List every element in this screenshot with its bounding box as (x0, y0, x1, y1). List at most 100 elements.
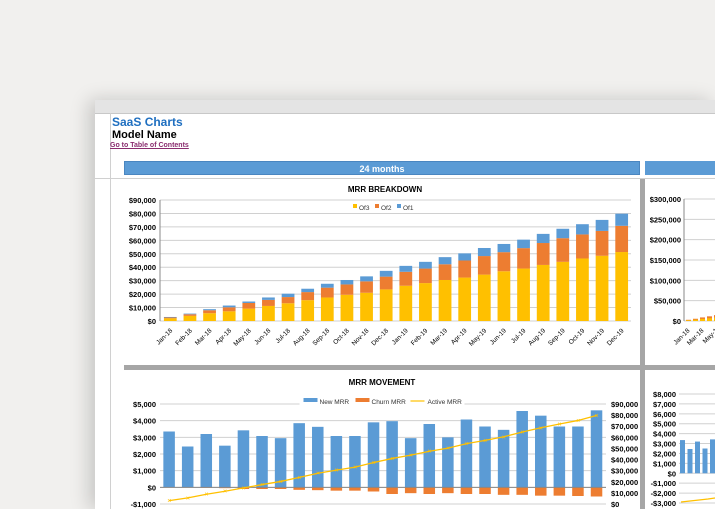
y-tick-label: $150,000 (650, 256, 681, 265)
bar-of1 (419, 261, 432, 269)
y-tick-label: $6,000 (653, 410, 676, 419)
y-tick-label: $2,000 (653, 449, 676, 458)
y-tick-label: $30,000 (129, 277, 156, 286)
bar-churn-mrr (256, 487, 268, 489)
chart-title: MRR MOVEMENT (349, 378, 416, 387)
bar-of3 (203, 313, 216, 321)
bar-of2 (301, 292, 315, 301)
bar-of3 (686, 320, 691, 321)
bar-of1 (262, 297, 275, 300)
bar-new-mrr (367, 422, 380, 488)
y2-tick-label: $30,000 (611, 467, 638, 476)
bar-of3 (700, 318, 705, 321)
bar-new-mrr (535, 415, 547, 488)
bar-of2 (438, 264, 452, 280)
bar-of3 (458, 277, 472, 321)
bar-of1 (203, 309, 216, 311)
bar-of3 (536, 264, 550, 321)
bar-of3 (360, 292, 373, 321)
bar-of3 (301, 300, 315, 321)
bar-new-mrr (423, 424, 436, 488)
active-mrr-marker: × (483, 438, 487, 445)
bar-new-mrr (460, 419, 473, 488)
bar-churn-mrr (274, 487, 287, 489)
active-mrr-marker: × (167, 498, 171, 505)
active-mrr-marker: × (372, 460, 376, 467)
bar-new-mrr (237, 430, 250, 488)
bar-of3 (477, 274, 491, 321)
y2-tick-label: $60,000 (611, 433, 638, 442)
bar-of1 (477, 247, 491, 257)
bar-new-mrr (497, 429, 510, 488)
legend-label: New MRR (320, 399, 350, 406)
table-of-contents-link[interactable]: Go to Table of Contents (110, 142, 189, 149)
y2-tick-label: $40,000 (611, 456, 638, 465)
active-mrr-marker: × (223, 489, 227, 496)
model-name: Model Name (112, 129, 177, 141)
bar-of2 (595, 230, 609, 256)
y-tick-label: $10,000 (129, 304, 156, 313)
bar-churn-mrr (572, 487, 584, 496)
y-tick-label: $50,000 (129, 250, 156, 259)
y2-tick-label: $50,000 (611, 444, 638, 453)
y-tick-label: $200,000 (650, 236, 681, 245)
bar-of3 (615, 252, 629, 321)
y-tick-label: $20,000 (129, 290, 156, 299)
bar-churn-mrr (516, 487, 528, 495)
y2-tick-label: $70,000 (611, 422, 638, 431)
active-mrr-marker: × (427, 449, 431, 456)
y-tick-label: $0 (673, 317, 681, 326)
bar-of2 (517, 248, 530, 269)
y2-tick-label: $80,000 (611, 411, 638, 420)
bar-of1 (360, 276, 373, 282)
bar-of1 (320, 283, 334, 288)
column-header-row (95, 100, 715, 114)
legend-marker (355, 398, 370, 402)
bar-of3 (707, 318, 712, 321)
bar-of2 (281, 297, 295, 304)
lifetime-movement-chart (645, 370, 715, 509)
y-tick-label: -$2,000 (651, 489, 676, 498)
bar-new-mrr (695, 441, 700, 474)
bar-new-mrr (572, 426, 584, 488)
bar-new-mrr (516, 411, 528, 488)
bar-new-mrr (293, 423, 305, 488)
bar-of3 (163, 318, 177, 321)
bar-churn-mrr (349, 487, 361, 491)
bar-of3 (399, 285, 413, 321)
column-divider (110, 113, 111, 509)
bar-new-mrr (274, 438, 287, 488)
bar-of1 (379, 270, 393, 277)
bar-of1 (301, 288, 315, 293)
bar-of1 (497, 243, 511, 253)
y-tick-label: $300,000 (650, 195, 681, 204)
bar-of2 (497, 252, 511, 272)
y-tick-label: -$1,000 (131, 500, 156, 509)
bar-new-mrr (687, 448, 693, 474)
bar-of1 (183, 313, 197, 315)
bar-of3 (262, 305, 275, 321)
bar-of2 (360, 281, 373, 293)
legend-label: Of3 (359, 205, 370, 212)
bar-of3 (281, 303, 295, 321)
bar-new-mrr (479, 426, 491, 488)
bar-of2 (458, 260, 472, 278)
bar-new-mrr (680, 440, 685, 474)
lifetime-breakdown-chart (645, 179, 715, 365)
bar-churn-mrr (312, 487, 324, 491)
bar-of2 (477, 256, 491, 275)
bar-of2 (183, 314, 197, 316)
active-mrr-marker: × (576, 418, 580, 425)
y-tick-label: $90,000 (129, 196, 156, 205)
period-banner-2 (645, 161, 715, 175)
bar-of2 (340, 284, 354, 295)
y2-tick-label: $10,000 (611, 489, 638, 498)
bar-of1 (438, 257, 452, 265)
active-mrr-marker: × (539, 425, 543, 432)
bar-new-mrr (553, 426, 566, 488)
y-tick-label: -$3,000 (651, 499, 676, 508)
y-tick-label: $1,000 (653, 459, 676, 468)
active-mrr-marker: × (557, 422, 561, 429)
bar-new-mrr (219, 445, 231, 488)
legend-marker (397, 204, 401, 208)
